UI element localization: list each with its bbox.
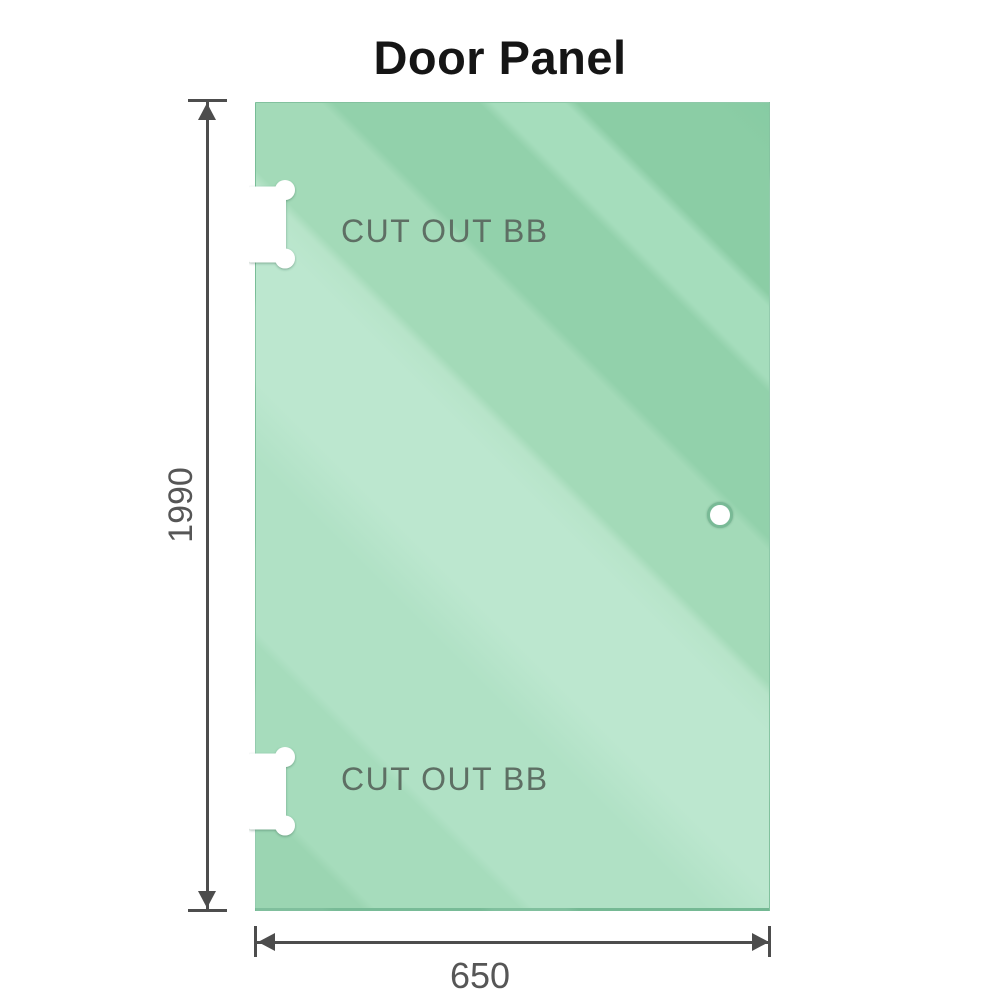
hinge-cutout-top-icon xyxy=(249,180,295,269)
height-dim-bottom-cap xyxy=(188,909,227,912)
height-dim-line xyxy=(206,101,209,910)
width-dimension-value: 650 xyxy=(449,955,511,996)
cutout-label-top: CUT OUT BB xyxy=(341,213,549,249)
height-dim-top-cap xyxy=(188,99,227,102)
height-dimension-value: 1990 xyxy=(162,467,200,543)
arrow-down-icon xyxy=(198,891,216,908)
arrow-up-icon xyxy=(198,103,216,120)
hinge-cutout-bottom-icon xyxy=(249,747,295,836)
glass-panel: CUT OUT BB CUT OUT BB xyxy=(249,102,770,911)
handle-hole-icon xyxy=(707,502,733,528)
cutout-label-bottom: CUT OUT BB xyxy=(341,761,549,797)
arrow-left-icon xyxy=(258,933,275,951)
width-dim-left-cap xyxy=(254,926,257,957)
width-dim-line xyxy=(257,941,769,944)
page-title: Door Panel xyxy=(373,31,627,84)
width-dim-right-cap xyxy=(768,926,771,957)
arrow-right-icon xyxy=(752,933,769,951)
